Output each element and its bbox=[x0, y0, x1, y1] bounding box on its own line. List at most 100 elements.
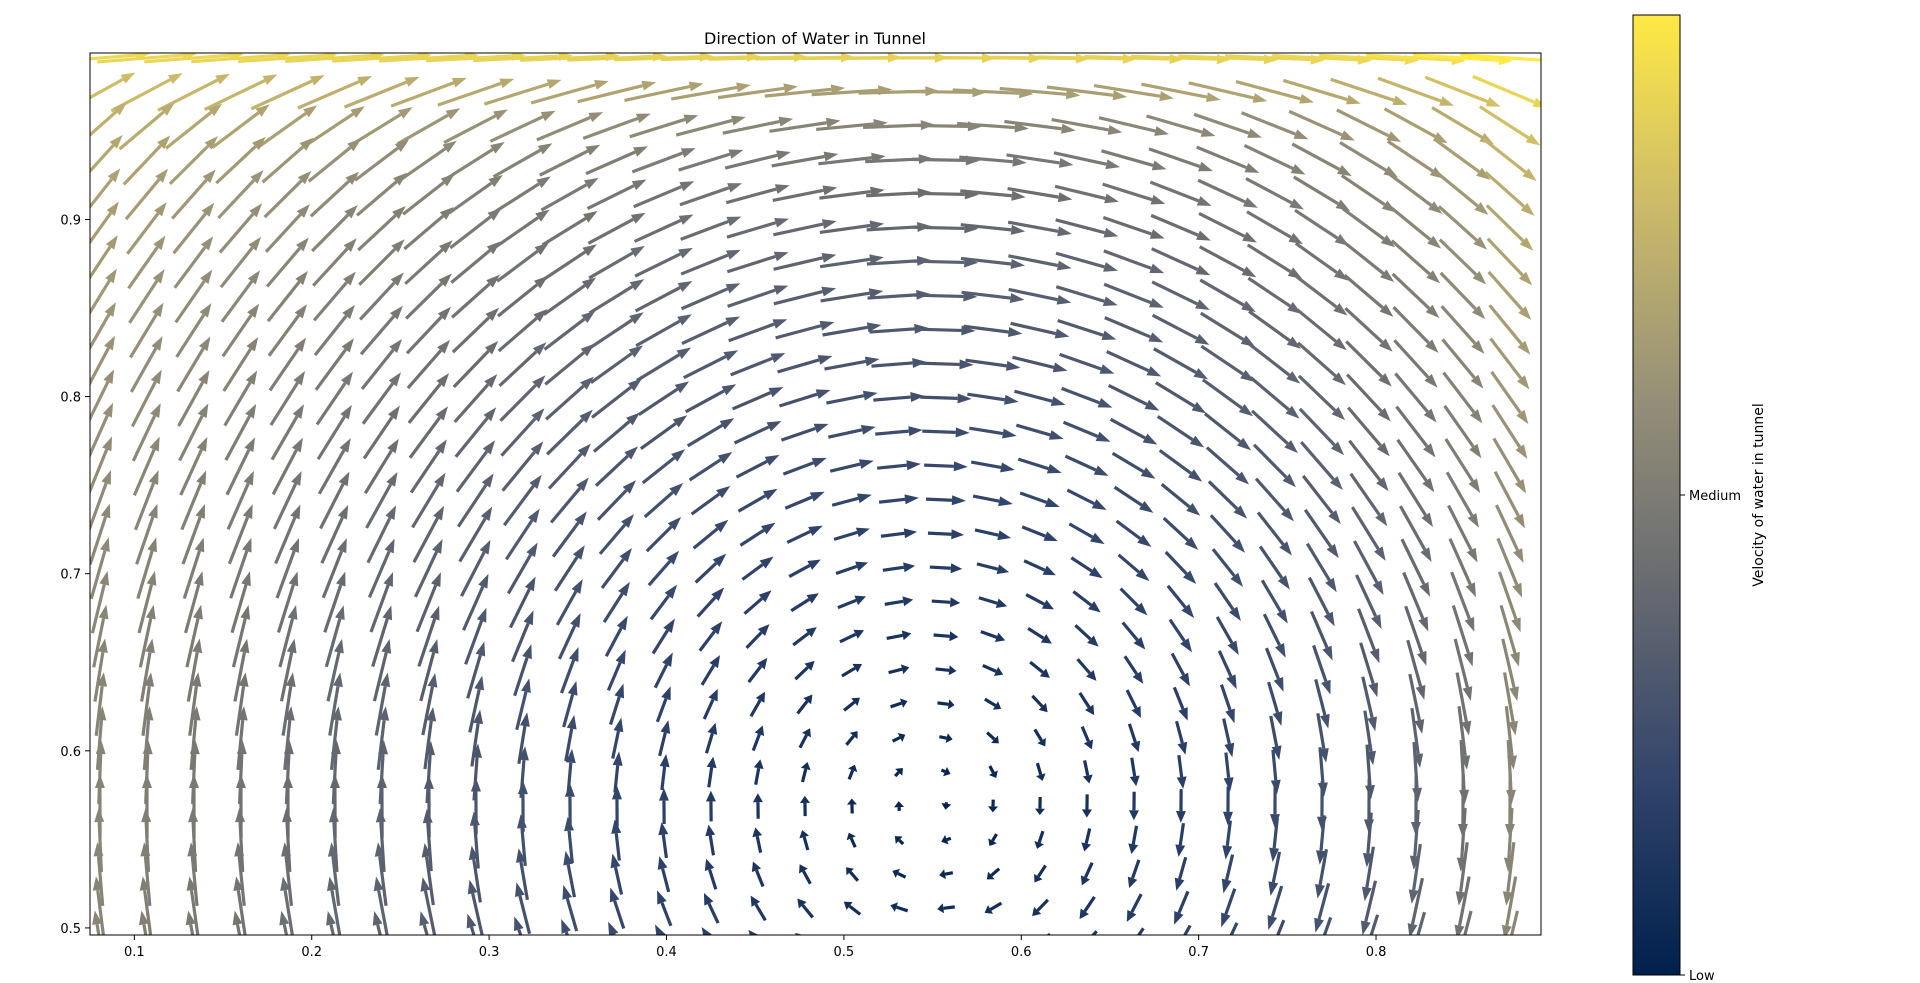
quiver-arrow bbox=[1106, 350, 1162, 377]
quiver-arrow bbox=[752, 793, 763, 819]
quiver-arrow bbox=[128, 269, 165, 324]
quiver-arrow bbox=[1055, 285, 1118, 307]
quiver-arrow bbox=[1055, 218, 1119, 238]
quiver-arrow bbox=[1188, 81, 1268, 103]
quiver-arrow bbox=[747, 657, 768, 684]
quiver-arrow bbox=[360, 339, 403, 390]
quiver-arrow bbox=[1392, 306, 1439, 353]
quiver-arrow bbox=[1502, 672, 1518, 736]
quiver-arrow bbox=[376, 706, 390, 770]
quiver-arrow bbox=[891, 733, 906, 743]
quiver-arrow bbox=[185, 604, 203, 668]
quiver-arrow bbox=[1010, 321, 1070, 339]
quiver-arrow bbox=[1081, 828, 1092, 852]
quiver-arrow bbox=[317, 438, 351, 495]
quiver-arrow bbox=[588, 279, 645, 315]
quiver-arrow bbox=[358, 239, 405, 286]
quiver-arrow bbox=[705, 790, 716, 822]
quiver-arrow bbox=[420, 876, 437, 935]
quiver-arrow bbox=[1196, 145, 1260, 173]
quiver-arrow bbox=[361, 372, 402, 425]
quiver-arrow bbox=[90, 537, 110, 600]
quiver-arrow bbox=[771, 151, 839, 168]
quiver-arrow bbox=[1267, 885, 1284, 930]
quiver-arrow bbox=[1269, 715, 1282, 761]
quiver-arrow bbox=[1460, 53, 1541, 62]
quiver-arrow bbox=[698, 621, 723, 652]
quiver-arrow bbox=[496, 242, 549, 283]
quiver-arrow bbox=[90, 335, 115, 387]
colorbar-ticks: Low Medium bbox=[1680, 489, 1741, 983]
quiver-arrow bbox=[502, 474, 542, 527]
quiver-arrow bbox=[504, 508, 540, 561]
quiver-arrow bbox=[168, 136, 219, 185]
x-tick-label: 0.6 bbox=[1011, 945, 1032, 960]
quiver-arrow bbox=[1487, 270, 1532, 321]
quiver-arrow bbox=[634, 247, 693, 278]
quiver-arrow bbox=[1223, 752, 1234, 792]
quiver-arrow bbox=[1309, 610, 1333, 661]
quiver-arrow bbox=[933, 631, 959, 642]
quiver-arrow bbox=[799, 795, 810, 817]
quiver-arrow bbox=[978, 596, 1008, 609]
quiver-arrow bbox=[250, 75, 325, 111]
quiver-arrow bbox=[1166, 584, 1195, 619]
quiver-arrow bbox=[1091, 930, 1098, 935]
y-tick-label: 0.8 bbox=[60, 391, 81, 406]
quiver-arrow bbox=[178, 403, 209, 462]
quiver-arrow bbox=[937, 699, 955, 710]
quiver-arrow bbox=[1454, 876, 1471, 935]
quiver-arrow bbox=[136, 537, 157, 600]
quiver-arrow bbox=[610, 853, 624, 895]
quiver-arrow bbox=[786, 525, 823, 544]
quiver-arrow bbox=[564, 816, 575, 864]
quiver-arrow bbox=[658, 788, 669, 824]
quiver-arrow bbox=[611, 717, 624, 759]
quiver-arrow bbox=[1330, 77, 1408, 106]
quiver-arrow bbox=[654, 924, 666, 935]
quiver-arrow bbox=[1149, 180, 1212, 206]
quiver-arrow bbox=[1252, 443, 1296, 488]
quiver-arrow bbox=[1021, 525, 1058, 542]
quiver-arrow bbox=[226, 470, 254, 530]
quiver-arrow bbox=[730, 353, 786, 377]
quiver-arrow bbox=[1315, 849, 1329, 899]
quiver-arrow bbox=[1248, 309, 1301, 349]
quiver-arrow bbox=[1360, 880, 1378, 935]
quiver-arrow bbox=[612, 751, 623, 793]
quiver-arrow bbox=[777, 355, 833, 374]
quiver-arrow bbox=[176, 336, 211, 393]
quiver-arrow bbox=[1339, 141, 1398, 178]
quiver-arrow bbox=[1034, 796, 1045, 815]
quiver-arrow bbox=[645, 516, 682, 553]
quiver-arrow bbox=[540, 177, 599, 212]
quiver-arrow bbox=[1502, 842, 1516, 906]
quiver-arrow bbox=[731, 387, 784, 411]
quiver-arrow bbox=[1222, 786, 1233, 826]
quiver-arrow bbox=[1485, 204, 1534, 251]
quiver-arrow bbox=[92, 876, 105, 935]
quiver-arrow bbox=[276, 571, 299, 634]
quiver-arrow bbox=[1478, 105, 1541, 146]
quiver-arrow bbox=[559, 646, 579, 694]
quiver-arrow bbox=[888, 664, 910, 675]
quiver-arrow bbox=[405, 306, 451, 355]
quiver-arrow bbox=[1029, 660, 1050, 678]
quiver-arrow bbox=[396, 108, 461, 146]
quiver-arrow bbox=[1104, 316, 1164, 343]
quiver-arrow bbox=[499, 375, 546, 422]
quiver-arrow bbox=[629, 114, 699, 139]
quiver-arrow bbox=[321, 538, 347, 599]
quiver-arrow bbox=[1276, 919, 1286, 935]
quiver-arrow bbox=[419, 911, 430, 935]
quiver-arrow bbox=[658, 720, 671, 757]
quiver-arrow bbox=[126, 202, 167, 255]
quiver-arrow bbox=[1357, 608, 1380, 664]
quiver-arrow bbox=[307, 138, 362, 183]
quiver-arrow bbox=[890, 698, 908, 709]
x-tick-label: 0.5 bbox=[834, 945, 855, 960]
quiver-arrow bbox=[467, 879, 484, 935]
quiver-arrow bbox=[635, 314, 692, 348]
quiver-arrow bbox=[1102, 215, 1165, 239]
quiver-arrow bbox=[1442, 371, 1483, 424]
